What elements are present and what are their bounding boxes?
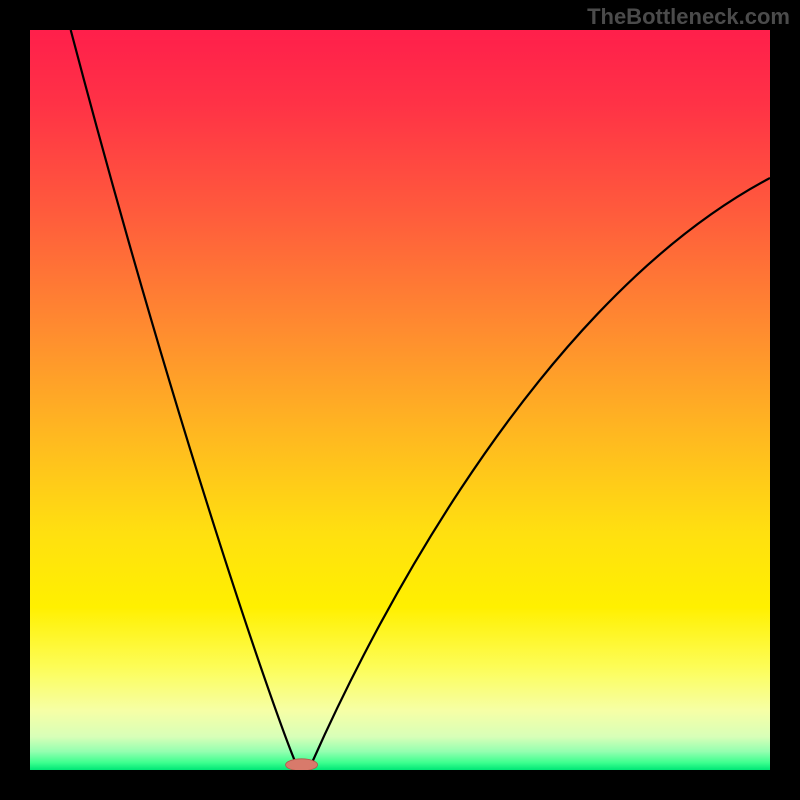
vertex-marker	[286, 759, 318, 770]
plot-area	[30, 30, 770, 770]
watermark-text: TheBottleneck.com	[587, 4, 790, 30]
chart-container: TheBottleneck.com	[0, 0, 800, 800]
chart-svg	[30, 30, 770, 770]
gradient-background	[30, 30, 770, 770]
